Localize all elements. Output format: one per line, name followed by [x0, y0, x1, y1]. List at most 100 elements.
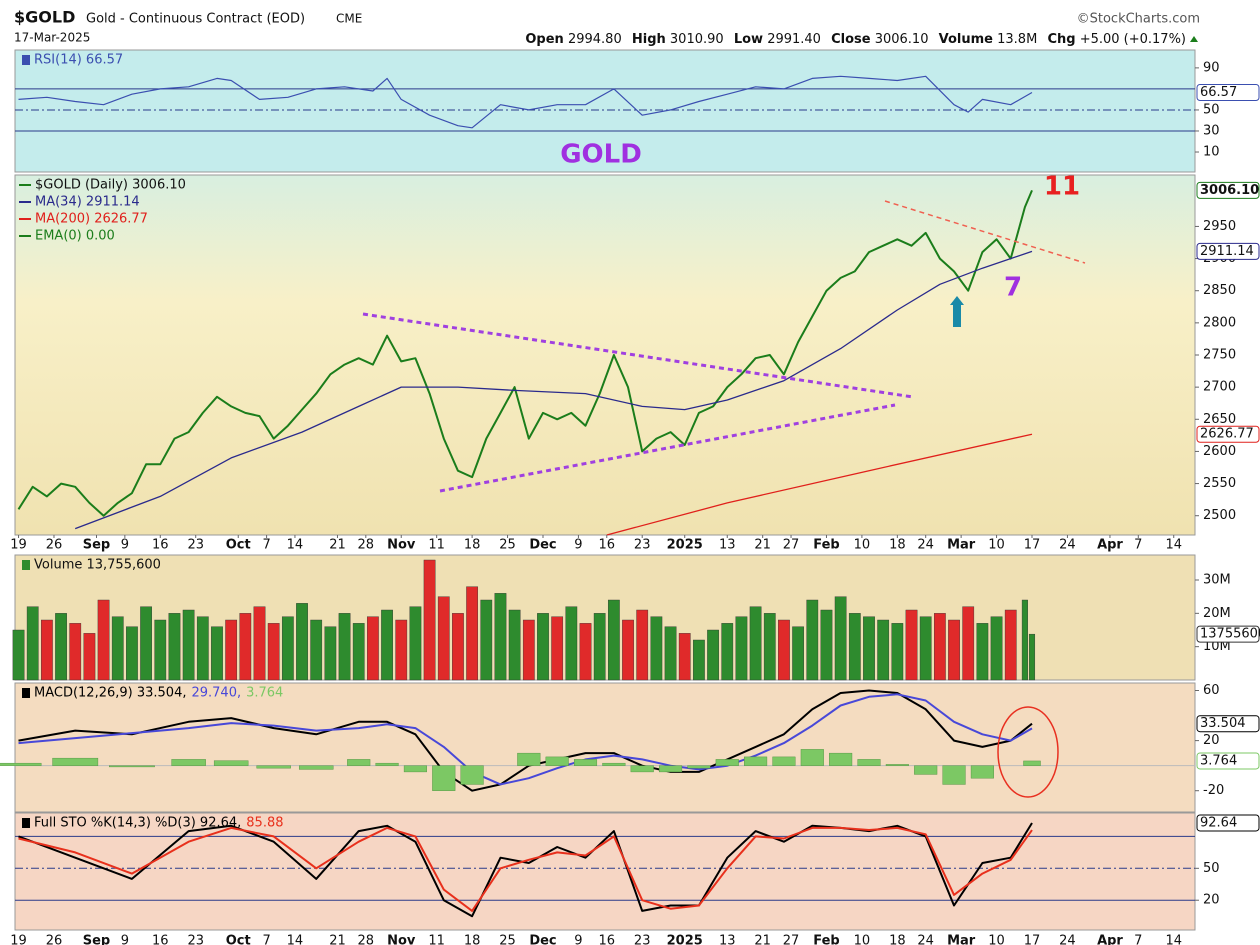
volume-bar — [650, 616, 663, 681]
panel-background — [14, 174, 1196, 536]
x-tick-label: 11 — [428, 538, 445, 553]
x-tick-label: Feb — [813, 538, 839, 553]
volume-bar — [820, 609, 833, 681]
last-value-label: 92.64 — [1200, 815, 1237, 830]
x-tick-label: 18 — [889, 934, 906, 945]
x-tick-label: Dec — [529, 934, 556, 945]
legend-label: EMA(0) 0.00 — [35, 229, 115, 244]
last-value-box — [1196, 814, 1260, 832]
legend-label: 3.764 — [246, 686, 283, 701]
volume-bar — [26, 606, 39, 681]
histogram-bar — [109, 765, 155, 768]
histogram-bar — [914, 765, 938, 775]
last-value-label: 3006.10 — [1200, 183, 1259, 198]
x-tick-label: 10 — [854, 538, 871, 553]
x-tick-label: 18 — [889, 538, 906, 553]
volume-bar — [1021, 599, 1028, 681]
x-tick-label: 16 — [152, 934, 169, 945]
histogram-bar — [800, 749, 824, 766]
volume-bar — [678, 633, 691, 681]
volume-bar — [423, 559, 436, 681]
x-tick-label: 13 — [719, 538, 736, 553]
x-tick-label: Dec — [529, 538, 556, 553]
x-tick-label: 25 — [499, 934, 516, 945]
series-line — [18, 75, 1033, 129]
stat-value: 3010.90 — [670, 32, 724, 47]
legend-label: MA(34) 2911.14 — [35, 195, 140, 210]
x-tick-label: 14 — [1165, 538, 1182, 553]
x-tick-label: 9 — [574, 934, 582, 945]
histogram-bar — [630, 765, 654, 773]
legend-swatch — [22, 688, 30, 698]
volume-bar — [579, 623, 592, 681]
y-tick-label: -20 — [1203, 783, 1224, 798]
x-tick-label: 26 — [46, 538, 63, 553]
x-tick-label: 23 — [187, 538, 204, 553]
x-tick-label: 21 — [329, 934, 346, 945]
volume-bar — [437, 596, 450, 681]
y-tick-label: 2500 — [1203, 508, 1236, 523]
y-tick-label: 50 — [1203, 861, 1220, 876]
volume-bar — [664, 626, 677, 681]
source: ©StockCharts.com — [1077, 12, 1200, 27]
volume-bar — [225, 619, 238, 681]
stat-label: Low — [734, 32, 763, 47]
volume-bar — [409, 606, 422, 681]
legend-swatch — [22, 818, 30, 828]
volume-bar — [522, 619, 535, 681]
volume-bar — [55, 613, 67, 681]
volume-bar — [154, 619, 167, 681]
last-value-label: 3.764 — [1200, 753, 1237, 768]
histogram-bar — [885, 764, 909, 766]
volume-bar — [636, 609, 649, 681]
histogram-bar — [0, 762, 42, 766]
x-tick-label: 24 — [1059, 934, 1076, 945]
stat-value: 3006.10 — [875, 32, 929, 47]
volume-bar — [281, 616, 294, 681]
x-tick-label: Nov — [387, 934, 416, 945]
last-value-label: 33.504 — [1200, 716, 1246, 731]
stat-label: Close — [831, 32, 871, 47]
x-tick-label: 9 — [121, 934, 129, 945]
volume-bar — [622, 619, 634, 681]
volume-bar — [253, 606, 266, 681]
histogram-bar — [403, 765, 427, 773]
stat-value: 2991.40 — [767, 32, 821, 47]
volume-bar — [494, 593, 507, 681]
histogram-bar — [942, 765, 966, 785]
legend-label: 85.88 — [246, 816, 283, 831]
y-tick-label: 60 — [1203, 683, 1220, 698]
volume-bar — [367, 616, 379, 681]
y-tick-label: 20 — [1203, 733, 1220, 748]
x-tick-label: 23 — [634, 538, 651, 553]
x-tick-label: 10 — [854, 934, 871, 945]
histogram-bar — [829, 752, 853, 766]
x-tick-label: 19 — [10, 934, 27, 945]
volume-bar — [778, 619, 790, 681]
volume-bar — [919, 616, 932, 681]
volume-bar — [749, 606, 762, 681]
y-tick-label: 2550 — [1203, 476, 1236, 491]
x-tick-label: 11 — [428, 934, 445, 945]
histogram-bar — [460, 765, 484, 785]
histogram-bar — [1023, 760, 1041, 766]
legend-label: $GOLD (Daily) 3006.10 — [35, 178, 186, 193]
stat-label: Chg — [1047, 32, 1075, 47]
stat-label: Volume — [939, 32, 994, 47]
volume-bar — [338, 613, 351, 681]
stat-label: Open — [525, 32, 563, 47]
volume-bar — [721, 623, 734, 681]
x-tick-label: Mar — [947, 538, 976, 553]
volume-bar — [1004, 609, 1017, 681]
x-tick-label: 9 — [574, 538, 582, 553]
histogram-bar — [347, 759, 371, 766]
legend-label: MACD(12,26,9) 33.504, — [34, 686, 186, 701]
legend-label: Volume 13,755,600 — [34, 558, 161, 573]
last-value-box — [1196, 625, 1260, 643]
volume-bar — [735, 616, 748, 681]
highlight-circle — [997, 706, 1059, 798]
histogram-bar — [375, 762, 399, 766]
volume-bar — [607, 599, 620, 681]
x-tick-label: 25 — [499, 538, 516, 553]
date: 17-Mar-2025 — [14, 31, 90, 45]
